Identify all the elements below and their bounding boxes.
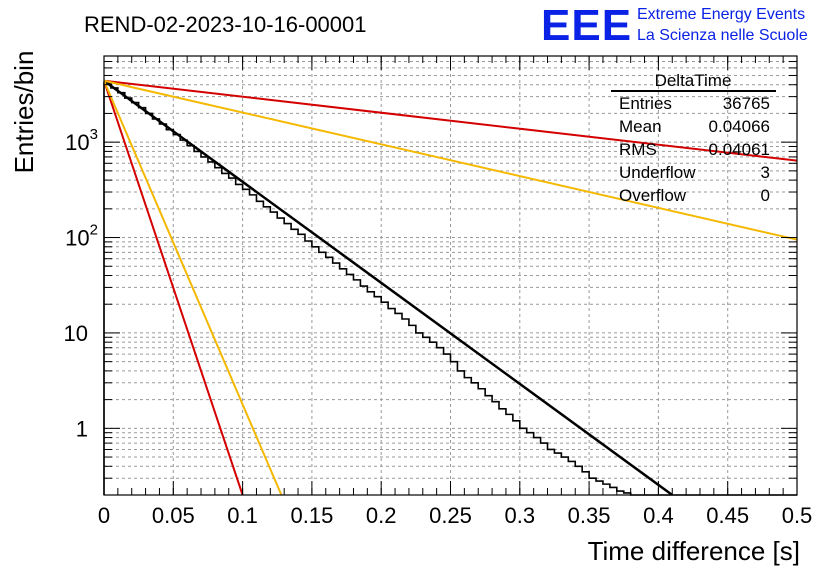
eee-logo-line1: Extreme Energy Events: [637, 6, 805, 23]
stats-row-value: 0.04066: [709, 117, 770, 136]
x-tick-label: 0.15: [290, 503, 333, 528]
x-tick-label: 0.5: [782, 503, 813, 528]
x-axis-title: Time difference [s]: [588, 536, 800, 566]
stats-row-label: RMS: [619, 140, 657, 159]
y-tick-label: 1: [76, 416, 88, 441]
fit-lines-layer: [104, 79, 797, 495]
y-tick-label: 102: [65, 222, 98, 251]
y-tick-label: 103: [65, 126, 98, 155]
y-tick-label: 10: [64, 321, 88, 346]
stats-title: DeltaTime: [655, 71, 732, 90]
fit-line: [104, 80, 244, 495]
stats-box: DeltaTime Entries 36765 Mean 0.04066 RMS 0.04…: [611, 71, 776, 205]
y-axis-title: Entries/bin: [9, 51, 39, 174]
eee-logo: EEE Extreme Energy Events La Scienza nel…: [541, 1, 808, 50]
fit-line: [104, 79, 797, 162]
stats-row-label: Overflow: [619, 186, 687, 205]
stats-row-value: 0.04061: [709, 140, 770, 159]
grid-layer: [104, 55, 797, 496]
stats-row-value: 0: [761, 186, 770, 205]
eee-logo-line2: La Scienza nelle Scuole: [637, 27, 808, 44]
chart-title: REND-02-2023-10-16-00001: [84, 12, 367, 37]
x-tick-label: 0.4: [643, 503, 674, 528]
stats-row-label: Underflow: [619, 163, 696, 182]
histogram-steps: [103, 81, 797, 496]
histogram-layer: [103, 81, 797, 496]
x-tick-label: 0.35: [568, 503, 611, 528]
x-tick-label: 0.1: [227, 503, 258, 528]
stats-row-label: Entries: [619, 94, 672, 113]
x-tick-label: 0.45: [706, 503, 749, 528]
stats-row-label: Mean: [619, 117, 662, 136]
eee-logo-mark: EEE: [541, 1, 632, 50]
ticks-layer: 0 0.05 0.1 0.15 0.2 0.25 0.3 0.35 0.4 0.45 0.5 1 10 1…: [64, 55, 813, 528]
x-tick-label: 0.2: [366, 503, 397, 528]
x-tick-label: 0.3: [505, 503, 536, 528]
x-tick-label: 0: [98, 503, 110, 528]
stats-row-value: 3: [761, 163, 770, 182]
fit-line: [104, 79, 673, 495]
x-tick-label: 0.05: [152, 503, 195, 528]
fit-line: [104, 80, 283, 495]
x-tick-label: 0.25: [429, 503, 472, 528]
stats-row-value: 36765: [723, 94, 770, 113]
fit-line: [104, 79, 797, 241]
